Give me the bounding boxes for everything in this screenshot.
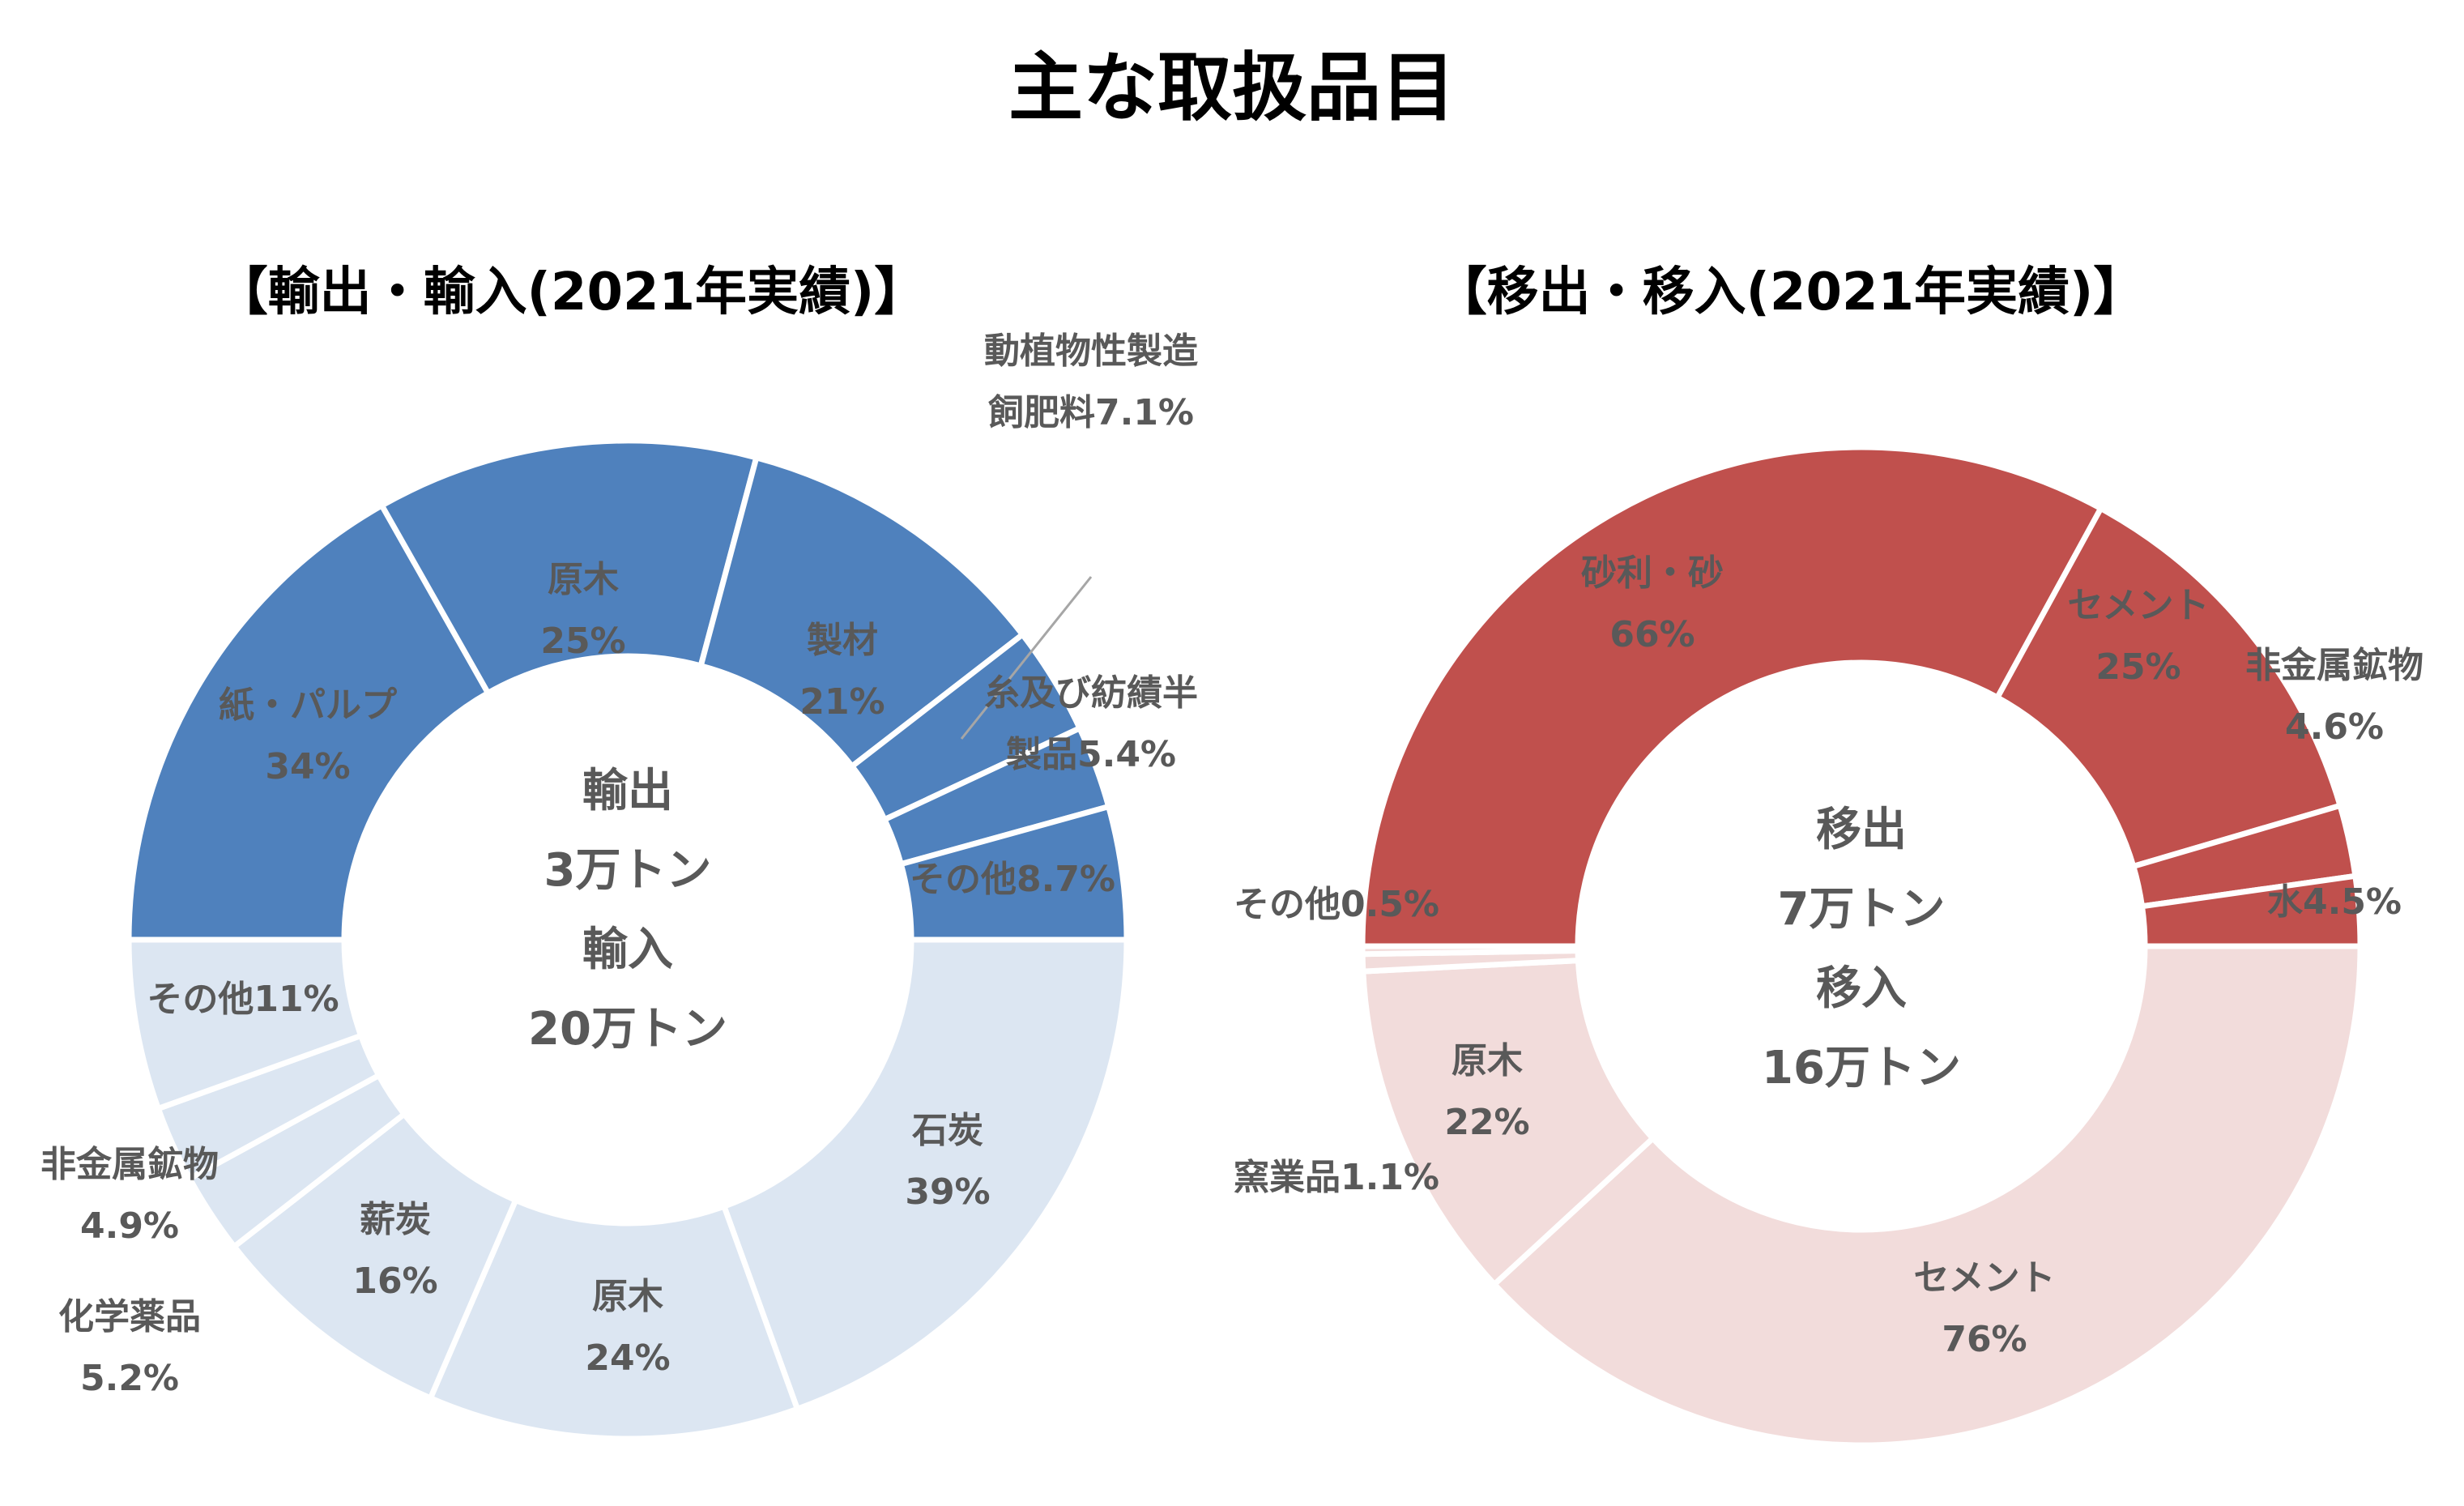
donut-slice-lower-5 [126,936,365,1112]
slice-label-line: 4.9% [80,1205,179,1247]
slice-label-line: 石炭 [912,1110,983,1151]
slice-label: 非金属鉱物 4.6% [2245,645,2424,748]
chart-export-import: 【輸出・輸入(2021年実績)】紙・パルプ 34% 原木 25% 製材 21% 動植物性製造… [40,262,1198,1442]
slice-label-line: セメント [2067,585,2209,626]
slice-label-line: 34% [265,746,350,787]
slice-label: 紙・パルプ 34% [219,685,397,787]
slice-label-line: 39% [905,1171,990,1213]
slice-label-line: その他0.5% [1234,884,1439,925]
slice-label: その他0.5% [1234,884,1439,925]
center-label: 移入 [1816,962,1907,1015]
center-label: 輸入 [582,924,673,976]
slice-label-line: 4.6% [2285,706,2384,748]
slice-label-line: 飼肥料7.1% [988,392,1194,433]
slice-label: 砂利・砂 66% [1581,552,1724,655]
slice-label-line: 原木 [1452,1040,1523,1082]
center-label: 3万トン [544,844,712,897]
donut-slice-upper-1 [1993,504,2344,870]
slice-label-line: 化学薬品 [58,1296,201,1337]
slice-label-line: 5.2% [80,1358,179,1399]
slice-label-line: 紙・パルプ [219,685,397,726]
center-label: 輸出 [582,765,673,817]
center-label: 移出 [1816,804,1907,856]
leader-line [960,576,1093,740]
slice-label-line: その他11% [147,979,339,1020]
main-title: 主な取扱品目 [1008,45,1456,131]
donut-slice-lower-1 [426,1196,801,1442]
slice-label: 化学薬品 5.2% [58,1296,201,1399]
slice-label-line: 16% [352,1261,437,1302]
slice-label: 薪炭 16% [352,1199,437,1302]
slice-label: その他8.7% [910,859,1115,900]
slice-label: その他11% [147,979,339,1020]
donut-slice-lower-1 [1360,957,1657,1289]
donut-slice-upper-0 [126,501,492,943]
donut-slice-lower-3 [1359,943,1581,958]
slice-label-line: 22% [1444,1102,1529,1143]
slice-label: 製材 21% [799,620,885,723]
slice-label-line: 21% [799,681,885,723]
slice-label-line: 原木 [592,1276,663,1317]
slice-label-line: 非金属鉱物 [2245,645,2424,686]
slice-label: 糸及び紡績半製品5.4% [984,672,1198,775]
slice-label: セメント 25% [2067,585,2209,688]
slice-label: 原木 25% [540,559,625,662]
slice-label-line: 原木 [548,559,619,600]
donut-slice-upper-1 [377,437,761,698]
slice-label: 水4.5% [2267,881,2402,923]
slice-label: 原木 24% [585,1276,670,1379]
slice-label-line: 25% [540,621,625,662]
slice-label-line: 動植物性製造 [984,331,1198,372]
chart-title: 【輸出・輸入(2021年実績)】 [216,262,927,322]
slice-label: 非金属鉱物 4.9% [40,1144,219,1247]
slice-label-line: 25% [2095,646,2181,688]
slice-label-line: 水4.5% [2267,881,2402,923]
slice-label-line: 糸及び紡績半 [984,672,1198,714]
slice-label-line: 24% [585,1337,670,1379]
donut-slice-upper-0 [1359,444,2105,949]
slice-label-line: 非金属鉱物 [40,1144,219,1185]
slice-label-line: その他8.7% [910,859,1115,900]
slice-label-line: 製材 [807,620,878,661]
donut-slice-lower-0 [1490,943,2364,1448]
slice-label-line: 窯業品1.1% [1234,1157,1439,1198]
slice-label-line: 66% [1609,614,1695,655]
slice-label: セメント 76% [1913,1257,2055,1360]
donut-slice-upper-2 [697,454,1027,770]
chart-title: 【移出・移入(2021年実績)】 [1435,262,2146,322]
center-label: 7万トン [1778,883,1946,936]
center-label: 20万トン [528,1003,727,1056]
chart-outbound-inbound: 【移出・移入(2021年実績)】砂利・砂 66% セメント 25% 非金属鉱物 4.6% 水… [1234,262,2424,1448]
slice-label: 石炭 39% [905,1110,990,1213]
center-label: 16万トン [1762,1042,1961,1094]
slice-label: 窯業品1.1% [1234,1157,1439,1198]
slice-label-line: セメント [1913,1257,2055,1299]
slice-label: 動植物性製造飼肥料7.1% [984,331,1198,433]
slice-label-line: 砂利・砂 [1581,552,1724,594]
donut-slice-lower-0 [720,936,1130,1413]
slice-label-line: 薪炭 [360,1199,431,1240]
slice-label-line: 製品5.4% [1006,734,1176,775]
slice-label-line: 76% [1942,1319,2027,1360]
slice-label: 原木 22% [1444,1040,1529,1143]
